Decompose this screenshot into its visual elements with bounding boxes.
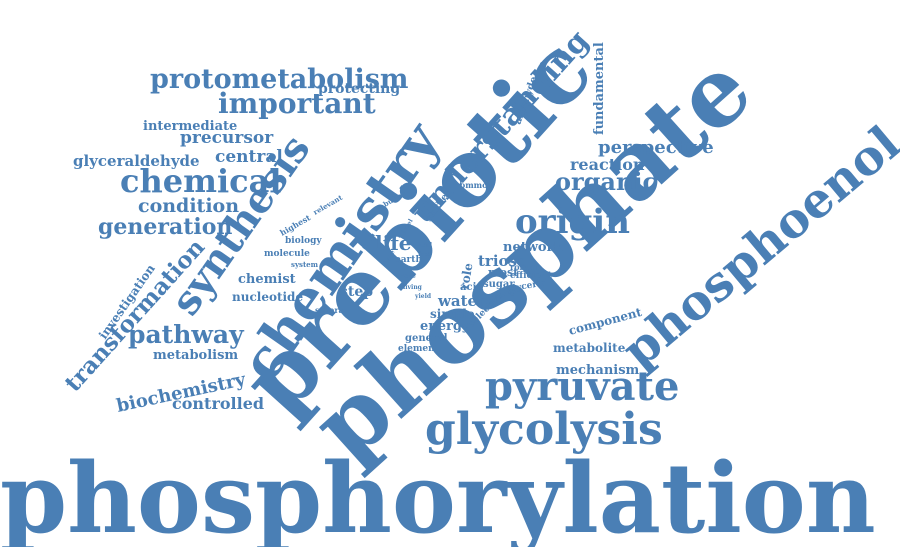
word: central <box>215 147 283 167</box>
word: yield <box>414 293 432 300</box>
word: reaction <box>570 155 645 174</box>
word: protometabolism <box>150 64 408 95</box>
word: metabolism <box>153 348 238 363</box>
word: condition <box>138 195 239 217</box>
word: nucleotide <box>232 290 303 304</box>
word: acid <box>418 242 433 249</box>
word: phosphorylation <box>0 442 876 547</box>
word: glyceraldehyde <box>73 152 200 170</box>
word: important <box>218 87 376 120</box>
word: general <box>405 333 448 344</box>
word: free <box>418 251 432 258</box>
word: generation <box>98 214 232 240</box>
word: system <box>291 260 319 269</box>
word: sugar <box>483 279 515 290</box>
word: highest <box>278 212 312 238</box>
word: origin <box>515 202 630 242</box>
word: simple <box>430 307 475 321</box>
word: molecule <box>264 249 310 259</box>
word: most <box>488 266 519 279</box>
word: mechanism <box>556 363 640 378</box>
word: element <box>398 344 440 354</box>
word: acid <box>460 282 483 293</box>
word: several <box>315 305 347 315</box>
word: efficient <box>510 271 553 281</box>
word: triose <box>478 252 527 270</box>
word: earth <box>395 255 422 265</box>
word: life <box>375 231 412 255</box>
word: perspective <box>598 137 714 158</box>
word: water <box>437 292 486 310</box>
word: robust <box>510 262 539 272</box>
word: core <box>401 273 416 280</box>
word: metabolite <box>553 341 626 355</box>
word: pathway <box>128 320 245 349</box>
word: network <box>503 240 563 255</box>
word: step <box>340 284 373 300</box>
word: precursor <box>180 128 274 148</box>
word: role <box>457 262 475 291</box>
word: energy <box>420 319 470 334</box>
word: fundamental <box>592 42 607 135</box>
word: chemist <box>238 272 296 287</box>
word: organic <box>555 167 657 196</box>
word: biology <box>285 236 322 246</box>
word: controlled <box>172 394 264 413</box>
word: pyruvate <box>485 363 679 410</box>
word: intermediate <box>143 119 237 134</box>
word: living <box>403 284 423 291</box>
word: glycolysis <box>425 404 663 455</box>
word: common <box>455 180 493 190</box>
word: chemical <box>120 162 282 200</box>
word: protecting <box>318 81 400 97</box>
